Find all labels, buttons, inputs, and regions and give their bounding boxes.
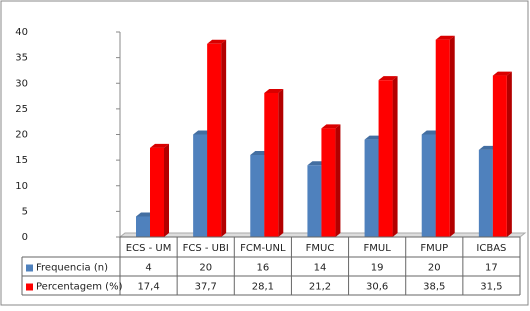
bar-front xyxy=(421,134,436,237)
table-value: 17,4 xyxy=(137,282,159,293)
bar-top xyxy=(321,124,341,129)
y-tick-label: 10 xyxy=(15,181,28,192)
table-value: 21,2 xyxy=(309,282,331,293)
bar-top xyxy=(150,143,169,148)
table-value: 38,5 xyxy=(423,282,445,293)
table-value: 30,6 xyxy=(366,282,388,293)
x-tick-label: ECS - UM xyxy=(126,243,172,254)
y-tick-label: 20 xyxy=(15,130,28,141)
bar-front xyxy=(264,92,279,237)
bar-front xyxy=(136,216,150,237)
bar-side xyxy=(164,143,169,237)
bar-side xyxy=(335,124,341,237)
y-tick-label: 5 xyxy=(22,206,28,217)
table-value: 19 xyxy=(371,263,384,274)
bar-top xyxy=(207,39,227,44)
bar xyxy=(150,143,169,237)
bar-front xyxy=(321,128,336,237)
legend-label: Frequencia (n) xyxy=(36,263,108,274)
bar-front xyxy=(435,39,450,237)
bar-front xyxy=(150,147,164,237)
table-value: 4 xyxy=(145,263,151,274)
table-value: 17 xyxy=(485,263,498,274)
x-tick-label: FMUC xyxy=(306,243,335,254)
bar xyxy=(207,39,227,237)
table-value: 14 xyxy=(314,263,327,274)
bar-top xyxy=(264,88,284,93)
table-value: 20 xyxy=(428,263,441,274)
bar-front xyxy=(478,149,493,237)
x-tick-label: FCS - UBI xyxy=(183,243,229,254)
bar-side xyxy=(221,39,227,237)
table-value: 16 xyxy=(256,263,269,274)
bar-side xyxy=(449,35,455,237)
y-tick-label: 0 xyxy=(22,232,28,243)
bar xyxy=(435,35,455,237)
y-tick-label: 35 xyxy=(15,53,28,64)
bar xyxy=(492,71,512,237)
bar-top xyxy=(492,71,512,76)
table-value: 20 xyxy=(199,263,212,274)
x-tick-label: FMUL xyxy=(364,243,392,254)
x-tick-label: ICBAS xyxy=(476,243,506,254)
legend-swatch xyxy=(26,283,33,291)
y-tick-label: 25 xyxy=(15,104,28,115)
bar xyxy=(321,124,341,237)
x-tick-label: FCM-UNL xyxy=(240,243,286,254)
bar-top xyxy=(378,76,398,81)
bar-side xyxy=(506,71,512,237)
y-tick-label: 30 xyxy=(15,78,28,89)
bar-front xyxy=(193,134,208,237)
legend-label: Percentagem (%) xyxy=(36,282,123,293)
bar-front xyxy=(307,165,322,237)
bar xyxy=(264,88,284,237)
legend-swatch xyxy=(26,264,33,272)
x-tick-label: FMUP xyxy=(420,243,448,254)
bar-front xyxy=(207,43,222,237)
y-tick-label: 15 xyxy=(15,155,28,166)
bar-front xyxy=(492,75,507,237)
y-tick-label: 40 xyxy=(15,27,28,38)
bar-front xyxy=(378,80,393,237)
bar-front xyxy=(364,139,379,237)
table-value: 28,1 xyxy=(252,282,274,293)
bar xyxy=(378,76,398,237)
bar-side xyxy=(392,76,398,237)
table-value: 31,5 xyxy=(480,282,502,293)
bar-side xyxy=(278,88,284,237)
bar-front xyxy=(250,155,265,237)
table-value: 37,7 xyxy=(195,282,217,293)
bar-top xyxy=(435,35,455,40)
